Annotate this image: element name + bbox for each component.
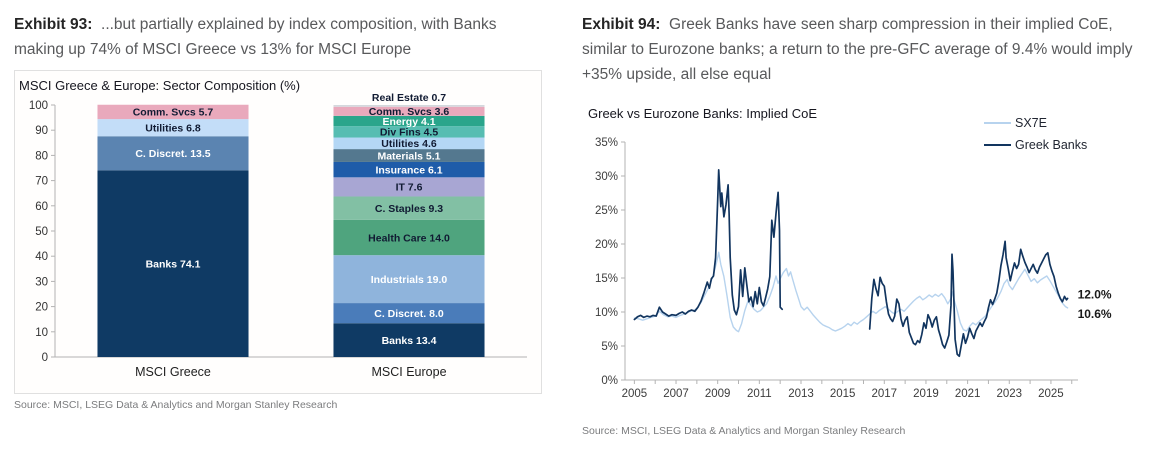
svg-text:50: 50: [35, 226, 48, 238]
svg-text:MSCI Europe: MSCI Europe: [371, 365, 446, 379]
svg-text:35%: 35%: [595, 137, 618, 149]
svg-text:Utilities 4.6: Utilities 4.6: [381, 138, 437, 150]
svg-text:15%: 15%: [595, 273, 618, 285]
sx7e-legend-label: SX7E: [1015, 116, 1047, 130]
svg-text:2007: 2007: [663, 388, 689, 400]
exhibit-94-title: Exhibit 94: Greek Banks have seen sharp …: [582, 12, 1150, 87]
svg-text:40: 40: [35, 251, 48, 263]
implied-coe-line-chart: 0% 5% 10% 15% 20% 25% 30% 35% 2005 2007 2009 2011 20…: [595, 137, 1112, 400]
svg-text:60: 60: [35, 201, 48, 213]
svg-text:Industrials 19.0: Industrials 19.0: [371, 274, 448, 286]
svg-text:10.6%: 10.6%: [1078, 307, 1112, 321]
exhibit-94-source: Source: MSCI, LSEG Data & Analytics and …: [582, 425, 906, 437]
svg-text:2021: 2021: [955, 388, 981, 400]
svg-text:90: 90: [35, 125, 48, 137]
svg-text:25%: 25%: [595, 205, 618, 217]
svg-text:2025: 2025: [1038, 388, 1064, 400]
greek-banks-legend-label: Greek Banks: [1015, 138, 1088, 152]
svg-text:2013: 2013: [788, 388, 814, 400]
legend-item-greek-banks: Greek Banks: [984, 134, 1087, 156]
sector-composition-chart-title: MSCI Greece & Europe: Sector Composition…: [19, 78, 301, 93]
svg-text:Utilities 6.8: Utilities 6.8: [145, 122, 201, 134]
svg-text:Real Estate 0.7: Real Estate 0.7: [372, 93, 446, 104]
svg-text:20%: 20%: [595, 239, 618, 251]
svg-text:Materials 5.1: Materials 5.1: [377, 150, 440, 162]
svg-text:MSCI Greece: MSCI Greece: [135, 365, 211, 379]
implied-coe-chart-title: Greek vs Eurozone Banks: Implied CoE: [588, 106, 818, 121]
svg-text:2005: 2005: [622, 388, 648, 400]
svg-text:12.0%: 12.0%: [1078, 287, 1112, 301]
svg-text:Div Fins 4.5: Div Fins 4.5: [380, 127, 439, 139]
svg-text:20: 20: [35, 302, 48, 314]
legend-item-sx7e: SX7E: [984, 112, 1087, 134]
svg-text:Insurance 6.1: Insurance 6.1: [375, 164, 442, 176]
greek-banks-line-swatch: [984, 144, 1011, 146]
svg-text:0%: 0%: [601, 375, 618, 387]
exhibit-94-text: Greek Banks have seen sharp compression …: [582, 16, 1133, 83]
svg-text:2017: 2017: [872, 388, 898, 400]
exhibit-93-source: Source: MSCI, LSEG Data & Analytics and …: [14, 399, 338, 411]
svg-text:Comm. Svcs 3.6: Comm. Svcs 3.6: [369, 106, 450, 118]
svg-text:2019: 2019: [913, 388, 939, 400]
svg-text:100: 100: [29, 100, 48, 112]
svg-text:Banks 13.4: Banks 13.4: [382, 335, 437, 347]
svg-text:70: 70: [35, 176, 48, 188]
exhibit-93-label: Exhibit 93:: [14, 16, 93, 33]
svg-text:0: 0: [42, 352, 48, 364]
svg-text:Comm. Svcs 5.7: Comm. Svcs 5.7: [133, 107, 214, 119]
svg-text:2009: 2009: [705, 388, 731, 400]
svg-text:C. Staples 9.3: C. Staples 9.3: [375, 203, 443, 215]
svg-text:Energy 4.1: Energy 4.1: [382, 116, 435, 128]
svg-text:2011: 2011: [747, 388, 772, 400]
svg-text:30%: 30%: [595, 171, 618, 183]
svg-text:5%: 5%: [601, 341, 618, 353]
svg-text:C. Discret. 8.0: C. Discret. 8.0: [374, 308, 444, 320]
svg-text:30: 30: [35, 276, 48, 288]
exhibit-93-title: Exhibit 93: ...but partially explained b…: [14, 12, 548, 62]
sector-composition-chart-frame: MSCI Greece & Europe: Sector Composition…: [14, 70, 542, 394]
svg-text:2023: 2023: [996, 388, 1022, 400]
sector-composition-bar-chart: 0 10 20 30 40 50 60 70 80 90 100 Banks 74.1 C. Discr…: [29, 92, 527, 379]
chart-legend: SX7E Greek Banks: [984, 112, 1087, 156]
svg-text:Health Care 14.0: Health Care 14.0: [368, 232, 450, 244]
svg-text:Banks 74.1: Banks 74.1: [146, 258, 201, 270]
svg-text:C. Discret. 13.5: C. Discret. 13.5: [135, 148, 210, 160]
exhibit-94-label: Exhibit 94:: [582, 16, 661, 33]
svg-text:80: 80: [35, 150, 48, 162]
svg-text:10%: 10%: [595, 307, 618, 319]
svg-text:2015: 2015: [830, 388, 856, 400]
sx7e-line-swatch: [984, 122, 1011, 124]
svg-text:10: 10: [35, 327, 48, 339]
svg-text:IT 7.6: IT 7.6: [396, 182, 423, 194]
exhibit-93-text: ...but partially explained by index comp…: [14, 16, 497, 58]
